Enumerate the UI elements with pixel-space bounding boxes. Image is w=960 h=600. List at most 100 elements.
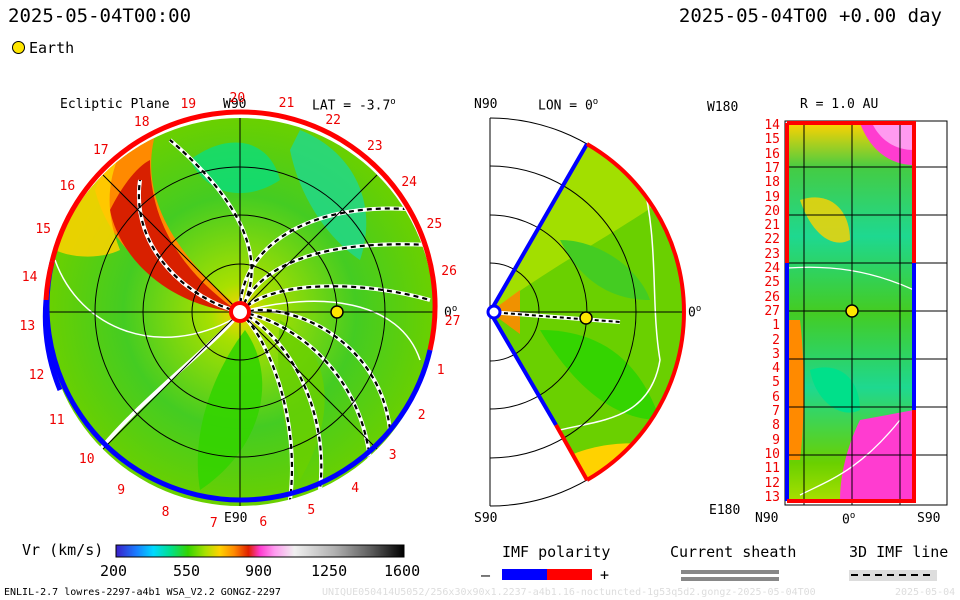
meridional-right-degree: o	[695, 304, 702, 314]
radial-bottom-n90: N90	[755, 511, 779, 526]
colorbar-tick-900: 900	[245, 562, 273, 580]
radial-bottom-zero: 0o	[842, 511, 855, 527]
carrington-day-18: 18	[133, 114, 150, 130]
carrington-day-25: 25	[426, 217, 443, 233]
carrington-day-12: 12	[28, 367, 45, 383]
sheath-line-2	[681, 577, 779, 581]
radial-day-14: 14	[764, 118, 780, 133]
radial-day-6: 6	[772, 389, 780, 405]
carrington-day-15: 15	[35, 222, 51, 238]
carrington-day-11: 11	[48, 412, 65, 428]
radial-day-10: 10	[764, 446, 780, 462]
carrington-day-24: 24	[401, 174, 417, 190]
radial-day-26: 26	[764, 289, 780, 305]
meridional-right-value: 0	[688, 305, 696, 321]
radial-day-7: 7	[772, 404, 780, 419]
lon-degree: o	[592, 97, 599, 107]
carrington-day-7: 7	[209, 515, 218, 531]
radial-day-11: 11	[764, 461, 780, 477]
sun-marker	[229, 301, 251, 323]
carrington-day-20: 20	[229, 91, 246, 106]
carrington-day-2: 2	[417, 408, 426, 424]
radial-day-18: 18	[764, 175, 780, 191]
radial-day-25: 25	[764, 275, 780, 291]
imf-negative-swatch	[502, 569, 547, 580]
radial-day-12: 12	[764, 475, 780, 491]
carrington-day-8: 8	[161, 505, 170, 521]
ecliptic-title: Ecliptic Plane	[60, 97, 170, 112]
ecliptic-right-degree: o	[451, 304, 458, 314]
carrington-day-5: 5	[307, 503, 316, 519]
lat-value: LAT = -3.7	[312, 98, 391, 114]
radial-day-24: 24	[764, 261, 780, 276]
meridional-top-label: N90	[474, 97, 498, 112]
ecliptic-disc	[42, 109, 438, 506]
radial-day-23: 23	[764, 246, 780, 262]
carrington-day-14: 14	[21, 269, 38, 285]
radial-day-27: 27	[764, 303, 780, 319]
model-info: ENLIL-2.7 lowres-2297-a4b1 WSA_V2.2 GONG…	[4, 587, 281, 598]
imf-line-title: 3D IMF line	[849, 543, 949, 561]
radial-zero-degree: o	[849, 511, 856, 521]
ecliptic-bottom-axis: E90	[224, 511, 248, 526]
colorbar-tick-200: 200	[100, 562, 128, 580]
ecliptic-right-value: 0	[444, 305, 452, 321]
ecliptic-lat-label: LAT = -3.7o	[312, 97, 396, 113]
lat-degree: o	[390, 97, 396, 107]
left-timestamp: 2025-05-04T00:00	[8, 5, 192, 27]
imf-plus-label: +	[600, 566, 610, 584]
radial-day-15: 15	[764, 132, 780, 148]
radial-day-13: 13	[764, 489, 780, 505]
radial-day-9: 9	[772, 432, 780, 448]
ecliptic-top-axis: W90	[223, 97, 247, 112]
radial-day-16: 16	[764, 146, 780, 162]
right-timestamp: 2025-05-04T00 +0.00 day	[678, 5, 942, 27]
radial-day-1: 1	[772, 318, 780, 334]
radial-bottom-s90: S90	[917, 511, 941, 526]
date-tag: 2025-05-04	[895, 587, 956, 598]
colorbar-tick-1250: 1250	[311, 562, 348, 580]
carrington-day-27: 27	[444, 313, 461, 329]
earth-legend: Earth	[12, 39, 74, 57]
current-sheath-title: Current sheath	[670, 543, 797, 561]
colorbar-tick-1600: 1600	[384, 562, 421, 580]
lon-value: LON = 0	[538, 98, 593, 114]
radial-panel	[784, 120, 948, 506]
meridional-bottom-label: S90	[474, 511, 498, 526]
imf-polarity-title: IMF polarity	[502, 543, 611, 561]
radial-bottom-left: E180	[709, 503, 741, 518]
earth-legend-label: Earth	[29, 39, 75, 57]
carrington-day-19: 19	[180, 97, 197, 113]
radial-title: R = 1.0 AU	[800, 97, 879, 112]
carrington-day-23: 23	[366, 139, 383, 155]
ecliptic-right-axis: 0o	[444, 304, 457, 320]
meridional-lon-label: LON = 0o	[538, 97, 598, 113]
carrington-day-17: 17	[92, 142, 109, 158]
radial-day-3: 3	[772, 346, 780, 362]
radial-day-2: 2	[772, 332, 780, 348]
colorbar-tick-550: 550	[173, 562, 201, 580]
sheath-line-1	[681, 570, 779, 574]
radial-day-20: 20	[764, 203, 780, 219]
carrington-day-4: 4	[351, 480, 360, 496]
carrington-day-3: 3	[388, 448, 397, 464]
carrington-day-10: 10	[78, 452, 95, 468]
carrington-day-26: 26	[441, 264, 457, 280]
carrington-day-22: 22	[325, 112, 341, 128]
colorbar-label: Vr (km/s)	[22, 541, 104, 559]
carrington-day-6: 6	[259, 515, 268, 531]
carrington-day-1: 1	[436, 362, 445, 378]
radial-top-left: W180	[707, 100, 739, 115]
imf-positive-swatch	[547, 569, 592, 580]
carrington-day-16: 16	[59, 179, 76, 195]
radial-day-19: 19	[764, 189, 780, 205]
carrington-day-13: 13	[19, 319, 36, 335]
radial-day-21: 21	[764, 218, 780, 234]
radial-day-4: 4	[772, 361, 780, 377]
velocity-colorbar	[115, 544, 405, 558]
carrington-day-9: 9	[117, 483, 126, 499]
radial-day-22: 22	[764, 232, 780, 248]
meridional-panel	[486, 117, 686, 507]
meridional-right-axis: 0o	[688, 304, 701, 320]
radial-day-5: 5	[772, 375, 780, 391]
